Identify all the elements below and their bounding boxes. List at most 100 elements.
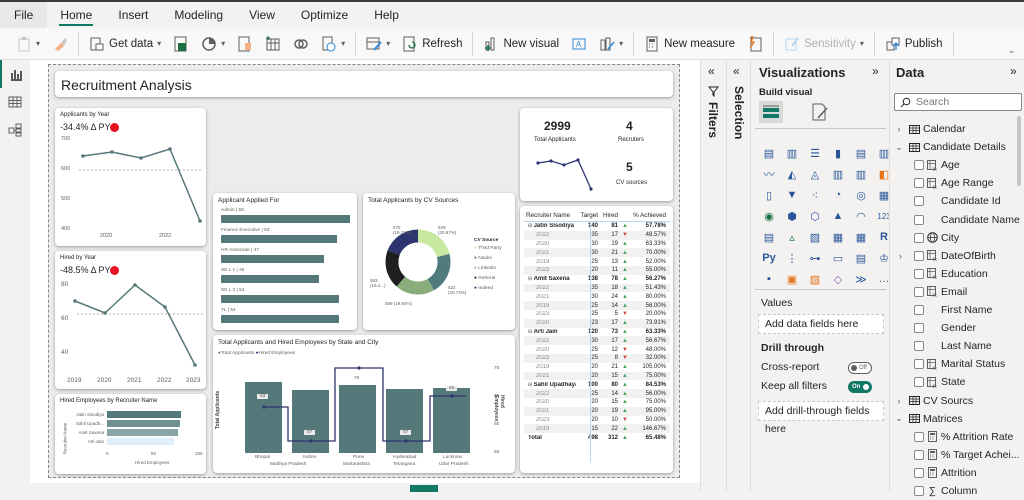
sql-button[interactable]: [231, 31, 259, 57]
treemap-icon[interactable]: ▦: [878, 189, 890, 202]
bar[interactable]: [107, 420, 180, 427]
cv-sources-donut-chart[interactable]: Total Applicants by CV Sources 629 (20.97…: [363, 193, 515, 330]
multirow-card-icon[interactable]: ▤: [763, 231, 775, 244]
clustered-column-icon[interactable]: ▮: [834, 147, 842, 160]
recruiter-target-matrix[interactable]: Recruiter Name Target Hired % Achieved ⊟…: [520, 206, 673, 473]
matrix-row[interactable]: 2022 35 17 ▼ 48.57%: [524, 230, 670, 240]
field-checkbox[interactable]: [914, 214, 924, 225]
new-measure-button[interactable]: New measure: [638, 31, 741, 57]
field-checkbox[interactable]: [914, 196, 924, 207]
enter-data-button[interactable]: [259, 31, 287, 57]
keep-filters-toggle[interactable]: On: [848, 381, 872, 393]
bar[interactable]: [221, 275, 319, 283]
legend-item[interactable]: ● Third Party: [474, 246, 502, 251]
field-checkbox[interactable]: [914, 431, 924, 442]
bar[interactable]: [221, 255, 324, 263]
field-checkbox[interactable]: [914, 341, 924, 352]
scatter-icon[interactable]: ⁖: [811, 189, 819, 202]
collapse-chevron-icon[interactable]: »: [1010, 64, 1017, 78]
chevron-down-icon[interactable]: ⌄: [895, 413, 903, 424]
field-node[interactable]: First Name: [890, 301, 992, 319]
field-checkbox[interactable]: [914, 232, 924, 243]
field-checkbox[interactable]: [914, 377, 924, 388]
narrative-icon[interactable]: ▤: [855, 252, 867, 265]
azure-map-icon[interactable]: ▲: [832, 210, 844, 222]
matrix-row[interactable]: 2019 15 22 ▲ 146.67%: [524, 424, 670, 434]
menu-insert[interactable]: Insert: [118, 8, 149, 22]
matrix-row[interactable]: 2023 25 8 ▼ 32.00%: [524, 353, 670, 363]
hired-by-recruiter-chart[interactable]: Hired Employees by Recruiter Name Recrui…: [55, 394, 206, 474]
matrix-row[interactable]: 2020 25 12 ▼ 48.00%: [524, 345, 670, 354]
matrix-visual-icon[interactable]: ▦: [855, 231, 867, 244]
line-stacked-column-icon[interactable]: ▥: [855, 168, 867, 181]
chevron-right-icon[interactable]: ›: [897, 395, 901, 406]
matrix-total-row[interactable]: Total 498 312 ▲ 65.48%: [524, 433, 670, 442]
field-node[interactable]: fx Marital Status: [890, 355, 1005, 373]
bar[interactable]: [107, 438, 174, 445]
refresh-button[interactable]: Refresh: [396, 31, 468, 57]
values-drop-zone[interactable]: Add data fields here: [758, 314, 884, 334]
field-node[interactable]: % Target Achei...: [890, 446, 1020, 464]
menu-view[interactable]: View: [249, 8, 275, 22]
kpi-summary-card[interactable]: 2999 Total Applicants 4 Recruters 5 CV s…: [520, 108, 673, 201]
filters-pane-collapsed[interactable]: « Filters: [700, 60, 726, 492]
more-visuals-icon[interactable]: …: [878, 273, 890, 285]
matrix-row[interactable]: 2020 23 17 ▲ 73.91%: [524, 318, 670, 328]
matrix-row[interactable]: 2021 20 15 ▲ 75.00%: [524, 371, 670, 381]
applied-for-chart[interactable]: Applicant Applied For Admin | 59 Finance…: [213, 193, 357, 330]
card-icon[interactable]: 123: [877, 211, 891, 221]
field-checkbox[interactable]: [914, 449, 924, 460]
matrix-row[interactable]: 2022 30 17 ▲ 56.67%: [524, 336, 670, 346]
legend-hired-employees[interactable]: Hired Employees: [258, 351, 296, 356]
field-checkbox[interactable]: [914, 486, 924, 496]
selection-pane-collapsed[interactable]: « Selection: [726, 60, 750, 492]
ribbon-collapse-icon[interactable]: ⌄: [1008, 45, 1016, 55]
decomposition-tree-icon[interactable]: ⊶: [809, 252, 821, 265]
bar-lucknow[interactable]: [433, 388, 470, 453]
menu-help[interactable]: Help: [374, 8, 399, 22]
matrix-row[interactable]: 2020 20 15 ▲ 75.00%: [524, 398, 670, 407]
legend-item[interactable]: ● Linkedin: [474, 266, 497, 271]
pie-icon[interactable]: ◔: [834, 189, 842, 201]
r-visual-icon[interactable]: R: [880, 231, 888, 243]
key-influencers-icon[interactable]: ⋮: [786, 252, 798, 265]
field-checkbox[interactable]: [914, 359, 924, 370]
field-node[interactable]: Candidate Name: [890, 211, 1020, 229]
field-node[interactable]: ∑ Column: [890, 482, 977, 500]
field-node[interactable]: Candidate Id: [890, 192, 1001, 210]
bar[interactable]: [107, 429, 178, 436]
legend-item[interactable]: ● Indeed: [474, 286, 493, 291]
table-visual-icon[interactable]: ▦: [832, 231, 844, 244]
expand-collapse-icon[interactable]: ⊟: [528, 276, 534, 283]
format-visual-tab[interactable]: [811, 102, 829, 125]
matrix-group-row[interactable]: ⊟ Amit Saxena 138 78 ▲ 56.27%: [524, 275, 670, 284]
field-checkbox[interactable]: [914, 268, 924, 279]
filled-map-icon[interactable]: ⬢: [787, 210, 797, 223]
dataverse-button[interactable]: [287, 31, 315, 57]
paste-button[interactable]: ▾: [10, 31, 46, 57]
table-view-button[interactable]: [0, 88, 30, 116]
text-box-button[interactable]: A: [565, 31, 593, 57]
kpi-icon[interactable]: ▵: [789, 231, 795, 244]
report-title-card[interactable]: Recruitment Analysis: [55, 71, 673, 97]
stacked-area-icon[interactable]: ◬: [810, 168, 820, 181]
scrollbar-thumb[interactable]: [1017, 116, 1021, 186]
power-automate-icon[interactable]: ▨: [809, 273, 821, 286]
applicants-by-year-chart[interactable]: Applicants by Year -34.4% Δ PY 700 600 5…: [55, 108, 206, 246]
qa-icon[interactable]: ▭: [832, 252, 844, 265]
legend-item[interactable]: ● Referral: [474, 276, 496, 281]
model-view-button[interactable]: [0, 116, 30, 144]
field-node[interactable]: fx Email: [890, 283, 967, 301]
expand-collapse-icon[interactable]: ⊟: [528, 223, 534, 230]
paginated-report-icon[interactable]: ▪: [767, 273, 771, 285]
quick-measure-button[interactable]: [741, 31, 769, 57]
field-checkbox[interactable]: [914, 305, 924, 315]
legend-item[interactable]: ● Naukri: [474, 256, 493, 261]
field-checkbox[interactable]: [914, 286, 924, 297]
bar[interactable]: [221, 215, 350, 223]
gauge-icon[interactable]: ◠: [856, 210, 866, 223]
ribbon-chart-icon[interactable]: ◧: [878, 168, 890, 181]
get-data-button[interactable]: Get data ▾: [83, 31, 167, 57]
table-node[interactable]: ⌄ Matrices: [892, 410, 962, 428]
more-visuals-button[interactable]: ▾: [593, 31, 629, 57]
